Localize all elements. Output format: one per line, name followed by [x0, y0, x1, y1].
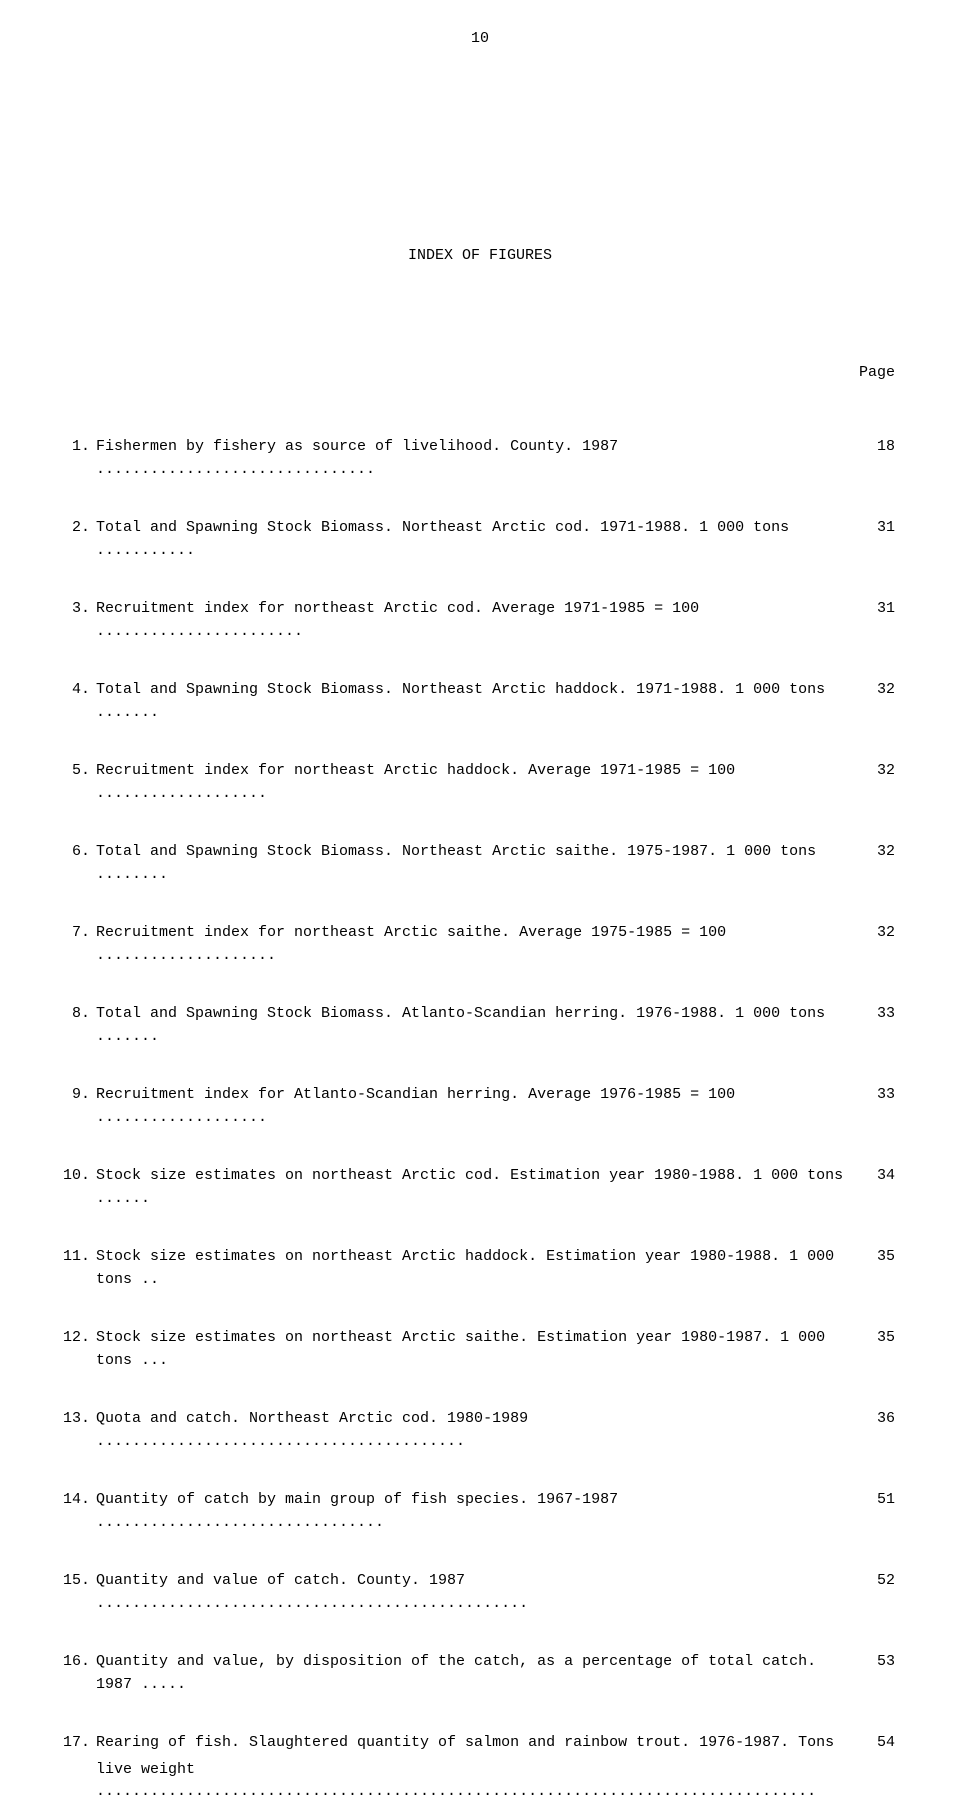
entry-text: Total and Spawning Stock Biomass. Northe… [90, 517, 850, 562]
index-entry: 7.Recruitment index for northeast Arctic… [60, 922, 900, 967]
page-column-label: Page [60, 364, 900, 381]
entry-number: 6. [60, 841, 90, 864]
entry-number: 2. [60, 517, 90, 540]
index-entries: 1.Fishermen by fishery as source of live… [60, 436, 900, 1804]
index-entry: 16.Quantity and value, by disposition of… [60, 1651, 900, 1696]
entry-number: 1. [60, 436, 90, 459]
entry-number: 12. [60, 1327, 90, 1350]
index-entry: 4.Total and Spawning Stock Biomass. Nort… [60, 679, 900, 724]
entry-page: 18 [850, 436, 900, 459]
entry-text: Quantity and value, by disposition of th… [90, 1651, 850, 1696]
entry-text: Recruitment index for Atlanto-Scandian h… [90, 1084, 850, 1129]
entry-page: 31 [850, 598, 900, 621]
entry-text: Total and Spawning Stock Biomass. Atlant… [90, 1003, 850, 1048]
index-entry: 3.Recruitment index for northeast Arctic… [60, 598, 900, 643]
entry-text: Recruitment index for northeast Arctic s… [90, 922, 850, 967]
entry-page: 35 [850, 1246, 900, 1269]
index-entry: 5.Recruitment index for northeast Arctic… [60, 760, 900, 805]
entry-text: Quantity and value of catch. County. 198… [90, 1570, 850, 1615]
entry-number: 7. [60, 922, 90, 945]
page-number: 10 [60, 30, 900, 47]
entry-text: Stock size estimates on northeast Arctic… [90, 1246, 850, 1291]
index-entry: 8.Total and Spawning Stock Biomass. Atla… [60, 1003, 900, 1048]
entry-number: 14. [60, 1489, 90, 1512]
entry-page: 34 [850, 1165, 900, 1188]
entry-number: 8. [60, 1003, 90, 1026]
index-entry: 15.Quantity and value of catch. County. … [60, 1570, 900, 1615]
entry-text: Quantity of catch by main group of fish … [90, 1489, 850, 1534]
entry-text: Total and Spawning Stock Biomass. Northe… [90, 679, 850, 724]
index-entry: 10.Stock size estimates on northeast Arc… [60, 1165, 900, 1210]
entry-page: 52 [850, 1570, 900, 1593]
entry-page: 51 [850, 1489, 900, 1512]
entry-text: Total and Spawning Stock Biomass. Northe… [90, 841, 850, 886]
entry-number: 5. [60, 760, 90, 783]
index-entry: 17.Rearing of fish. Slaughtered quantity… [60, 1732, 900, 1804]
index-entry: 13.Quota and catch. Northeast Arctic cod… [60, 1408, 900, 1453]
entry-page: 32 [850, 922, 900, 945]
entry-number: 4. [60, 679, 90, 702]
entry-number: 11. [60, 1246, 90, 1269]
entry-page: 32 [850, 841, 900, 864]
entry-text: Stock size estimates on northeast Arctic… [90, 1165, 850, 1210]
index-entry: 2.Total and Spawning Stock Biomass. Nort… [60, 517, 900, 562]
entry-page: 35 [850, 1327, 900, 1350]
entry-number: 3. [60, 598, 90, 621]
entry-text: Rearing of fish. Slaughtered quantity of… [90, 1732, 850, 1804]
index-entry: 9.Recruitment index for Atlanto-Scandian… [60, 1084, 900, 1129]
entry-page: 32 [850, 679, 900, 702]
entry-page: 36 [850, 1408, 900, 1431]
entry-page: 32 [850, 760, 900, 783]
entry-number: 15. [60, 1570, 90, 1593]
entry-number: 17. [60, 1732, 90, 1755]
entry-page: 33 [850, 1084, 900, 1107]
entry-text: Recruitment index for northeast Arctic h… [90, 760, 850, 805]
entry-page: 53 [850, 1651, 900, 1674]
entry-page: 54 [850, 1732, 900, 1755]
index-entry: 12.Stock size estimates on northeast Arc… [60, 1327, 900, 1372]
entry-number: 9. [60, 1084, 90, 1107]
index-title: INDEX OF FIGURES [60, 247, 900, 264]
entry-text: Recruitment index for northeast Arctic c… [90, 598, 850, 643]
index-entry: 6.Total and Spawning Stock Biomass. Nort… [60, 841, 900, 886]
entry-page: 31 [850, 517, 900, 540]
index-entry: 1.Fishermen by fishery as source of live… [60, 436, 900, 481]
entry-page: 33 [850, 1003, 900, 1026]
entry-number: 13. [60, 1408, 90, 1431]
entry-number: 16. [60, 1651, 90, 1674]
entry-text: Stock size estimates on northeast Arctic… [90, 1327, 850, 1372]
index-entry: 14.Quantity of catch by main group of fi… [60, 1489, 900, 1534]
entry-number: 10. [60, 1165, 90, 1188]
entry-text: Quota and catch. Northeast Arctic cod. 1… [90, 1408, 850, 1453]
index-entry: 11.Stock size estimates on northeast Arc… [60, 1246, 900, 1291]
entry-text: Fishermen by fishery as source of liveli… [90, 436, 850, 481]
